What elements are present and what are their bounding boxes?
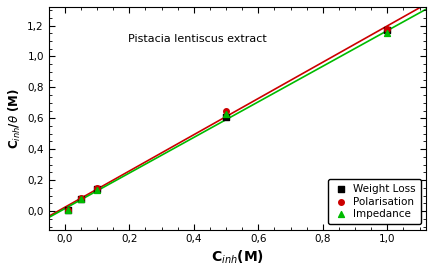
- X-axis label: C$_{inh}$(M): C$_{inh}$(M): [211, 249, 264, 266]
- Y-axis label: C$_{inh}$/$\theta$ (M): C$_{inh}$/$\theta$ (M): [7, 88, 23, 149]
- Polarisation: [65, 207, 71, 212]
- Weight Loss: [78, 197, 84, 201]
- Weight Loss: [65, 208, 71, 212]
- Legend: Weight Loss, Polarisation, Impedance: Weight Loss, Polarisation, Impedance: [328, 179, 421, 224]
- Impedance: [94, 188, 100, 192]
- Polarisation: [78, 196, 84, 200]
- Polarisation: [94, 186, 100, 190]
- Polarisation: [384, 26, 391, 31]
- Polarisation: [223, 109, 229, 114]
- Impedance: [78, 197, 84, 202]
- Text: Pistacia lentiscus extract: Pistacia lentiscus extract: [128, 34, 267, 44]
- Impedance: [65, 208, 71, 212]
- Impedance: [223, 112, 229, 117]
- Weight Loss: [223, 115, 229, 119]
- Weight Loss: [384, 28, 391, 32]
- Weight Loss: [94, 187, 100, 192]
- Impedance: [384, 31, 391, 35]
